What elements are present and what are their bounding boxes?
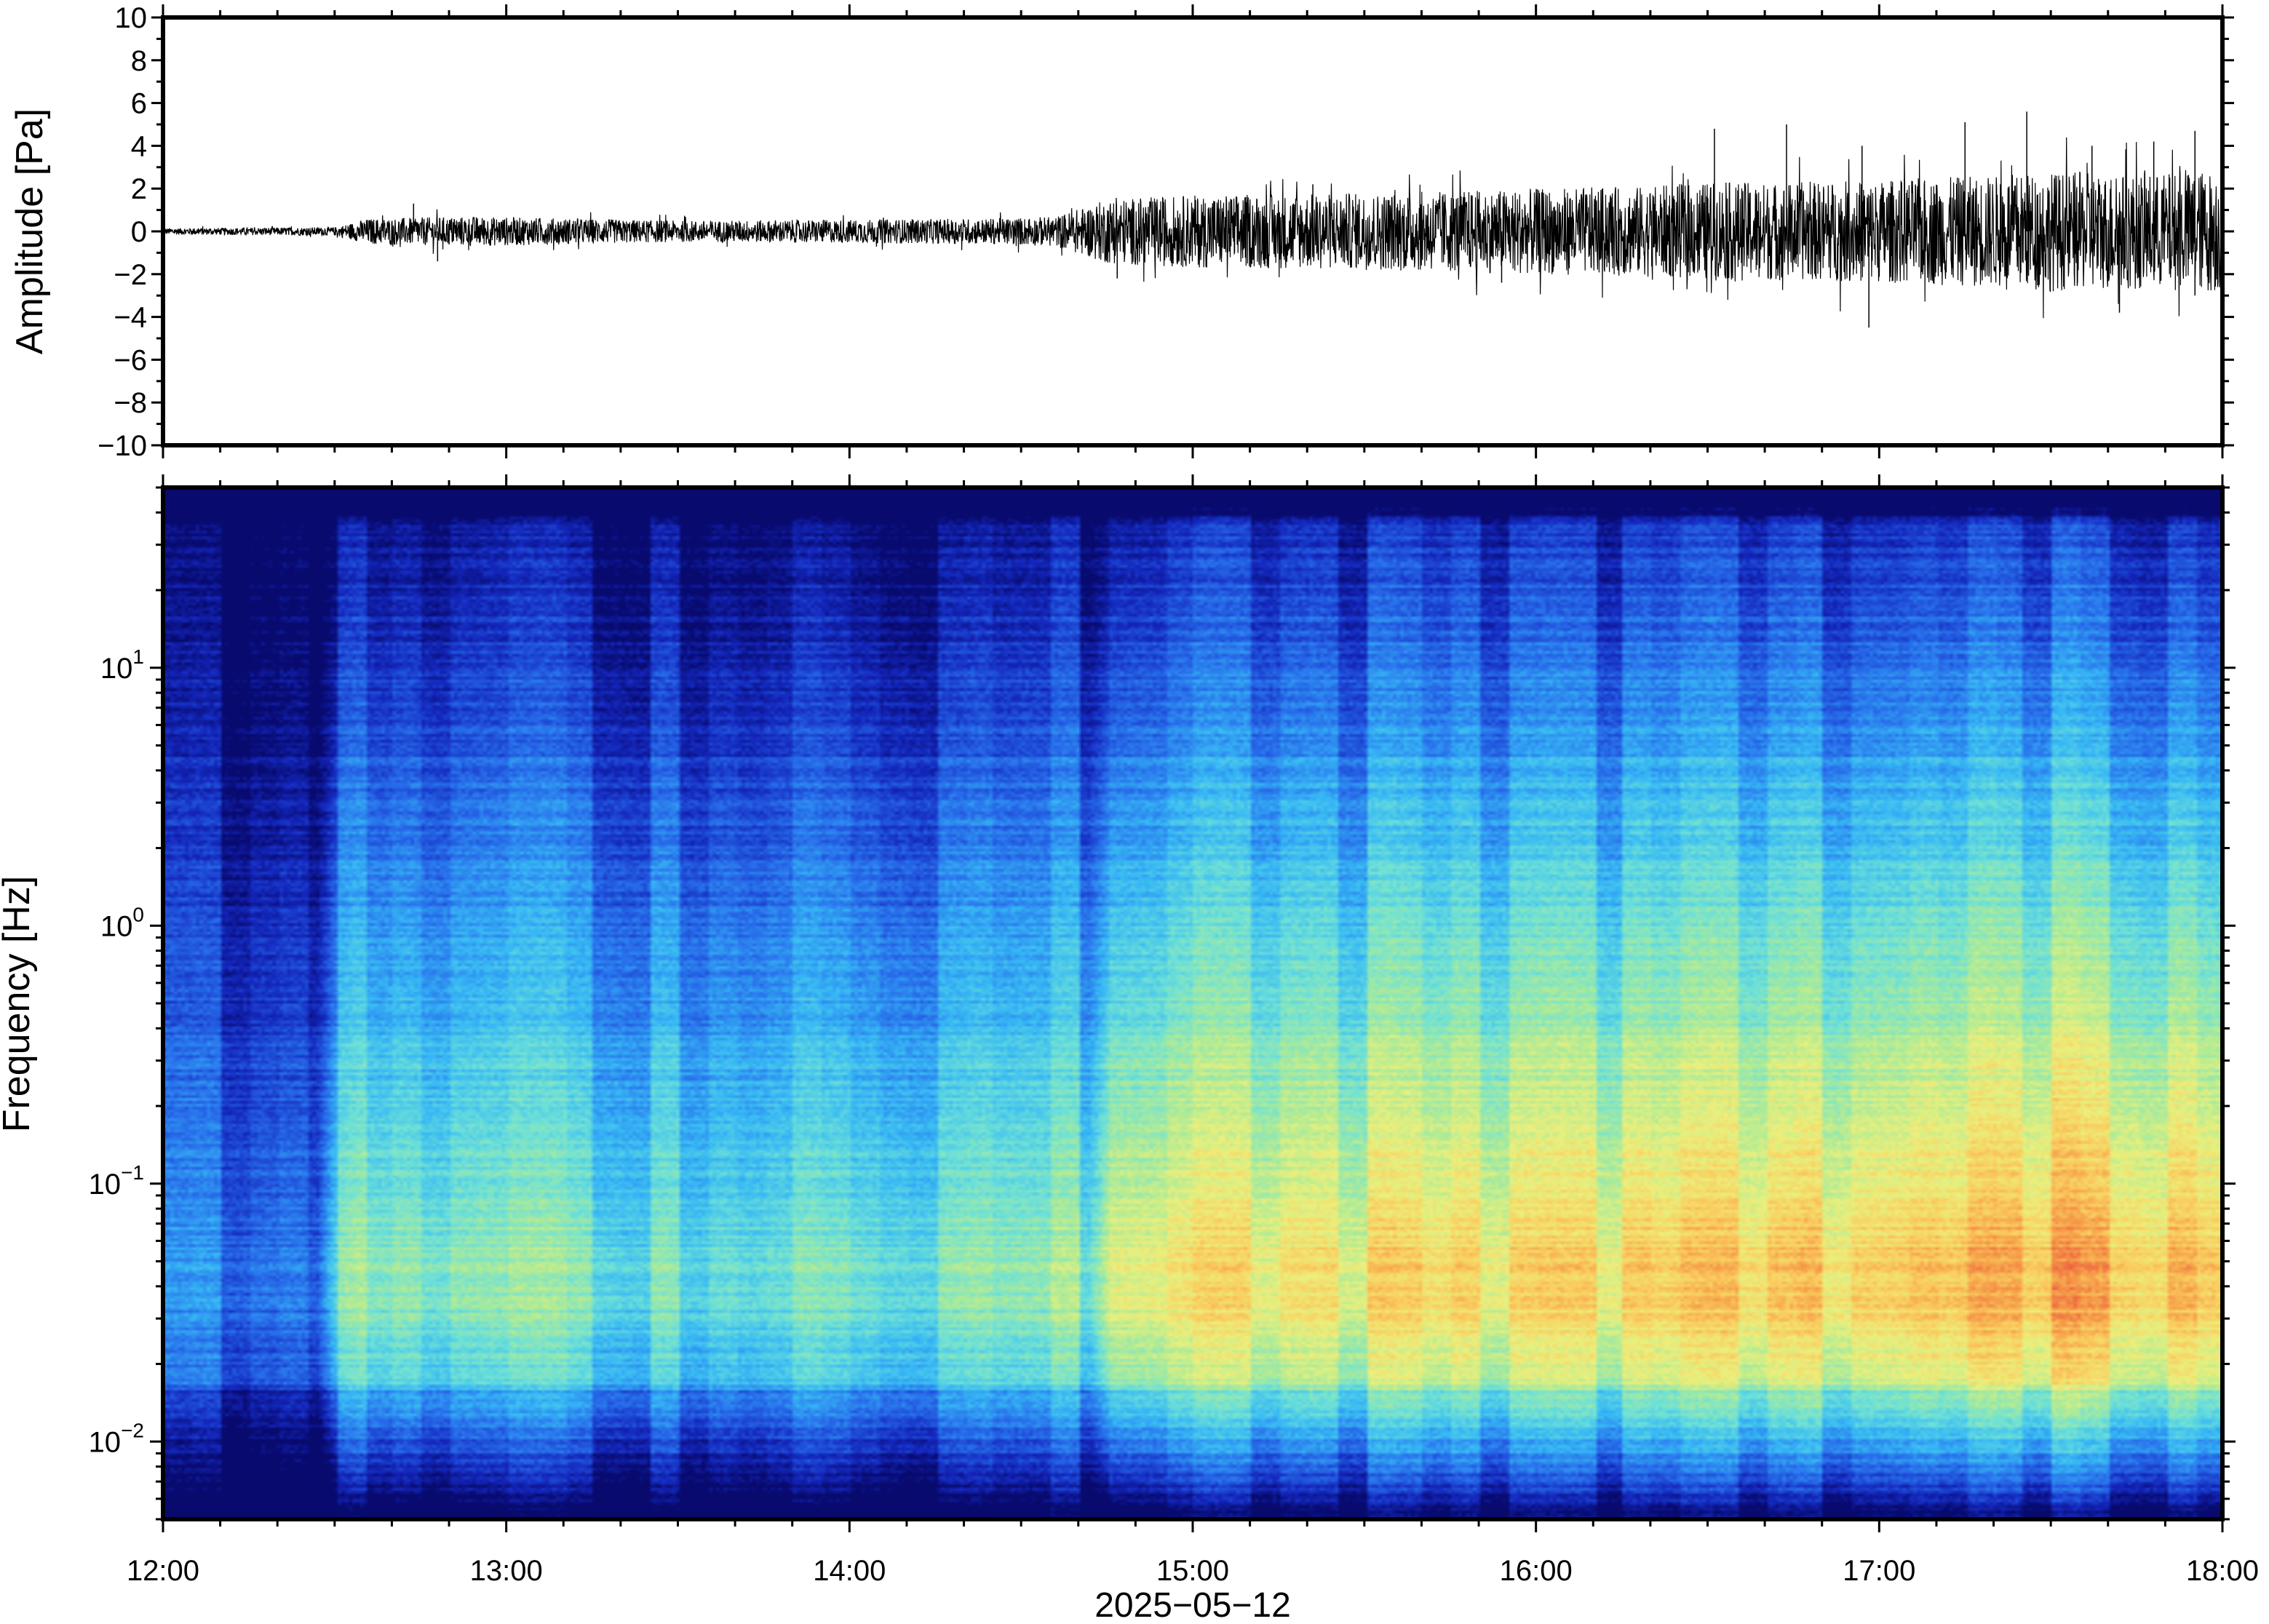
date-axis-title: 2025−05−12 (1094, 1586, 1291, 1624)
waveform-y-tick-label: 8 (131, 45, 147, 77)
waveform-line (162, 137, 2223, 319)
spectrogram-ticks: 101 100 10−1 10−2 (89, 474, 2236, 1532)
waveform-y-tick-label: −6 (114, 344, 147, 376)
waveform-y-tick-label: 6 (131, 88, 147, 120)
spectrogram-y-tick-label: 10−2 (89, 1419, 144, 1458)
waveform-y-tick-label: −10 (98, 430, 147, 462)
spectrogram-y-tick-label: 10−1 (89, 1161, 144, 1201)
spectrogram-frame (161, 485, 2225, 1521)
time-tick-label: 17:00 (1843, 1555, 1915, 1587)
spectrogram-panel: 101 100 10−1 10−2 Frequency [Hz] (0, 474, 2236, 1532)
time-tick-label: 18:00 (2186, 1555, 2259, 1587)
spectrogram-y-tick-label: 100 (100, 903, 144, 942)
waveform-panel: 10 8 6 4 2 0 −2 −4 −6 −8 −10 Amplitude [Pa] (9, 2, 2234, 462)
time-axis-labels: 12:00 13:00 14:00 15:00 16:00 17:00 18:00 (127, 1555, 2259, 1587)
time-tick-label: 12:00 (127, 1555, 199, 1587)
spectrogram-heatmap (163, 487, 2222, 1519)
waveform-y-axis-title: Amplitude [Pa] (9, 108, 51, 354)
waveform-y-tick-label: 2 (131, 173, 147, 205)
time-tick-label: 16:00 (1500, 1555, 1573, 1587)
waveform-y-tick-label: 4 (131, 130, 147, 162)
time-tick-label: 13:00 (470, 1555, 543, 1587)
time-tick-label: 14:00 (813, 1555, 886, 1587)
spectrogram-y-tick-label: 101 (100, 645, 144, 685)
waveform-y-tick-label: 0 (131, 216, 147, 248)
waveform-y-tick-label: 10 (115, 2, 148, 34)
waveform-y-tick-label: −4 (114, 302, 147, 334)
spectrogram-y-axis-title: Frequency [Hz] (0, 876, 38, 1133)
time-tick-label: 15:00 (1156, 1555, 1229, 1587)
waveform-y-tick-label: −8 (114, 387, 147, 419)
waveform-trace (162, 111, 2223, 328)
waveform-frame (161, 15, 2225, 447)
waveform-y-tick-label: −2 (114, 259, 147, 291)
